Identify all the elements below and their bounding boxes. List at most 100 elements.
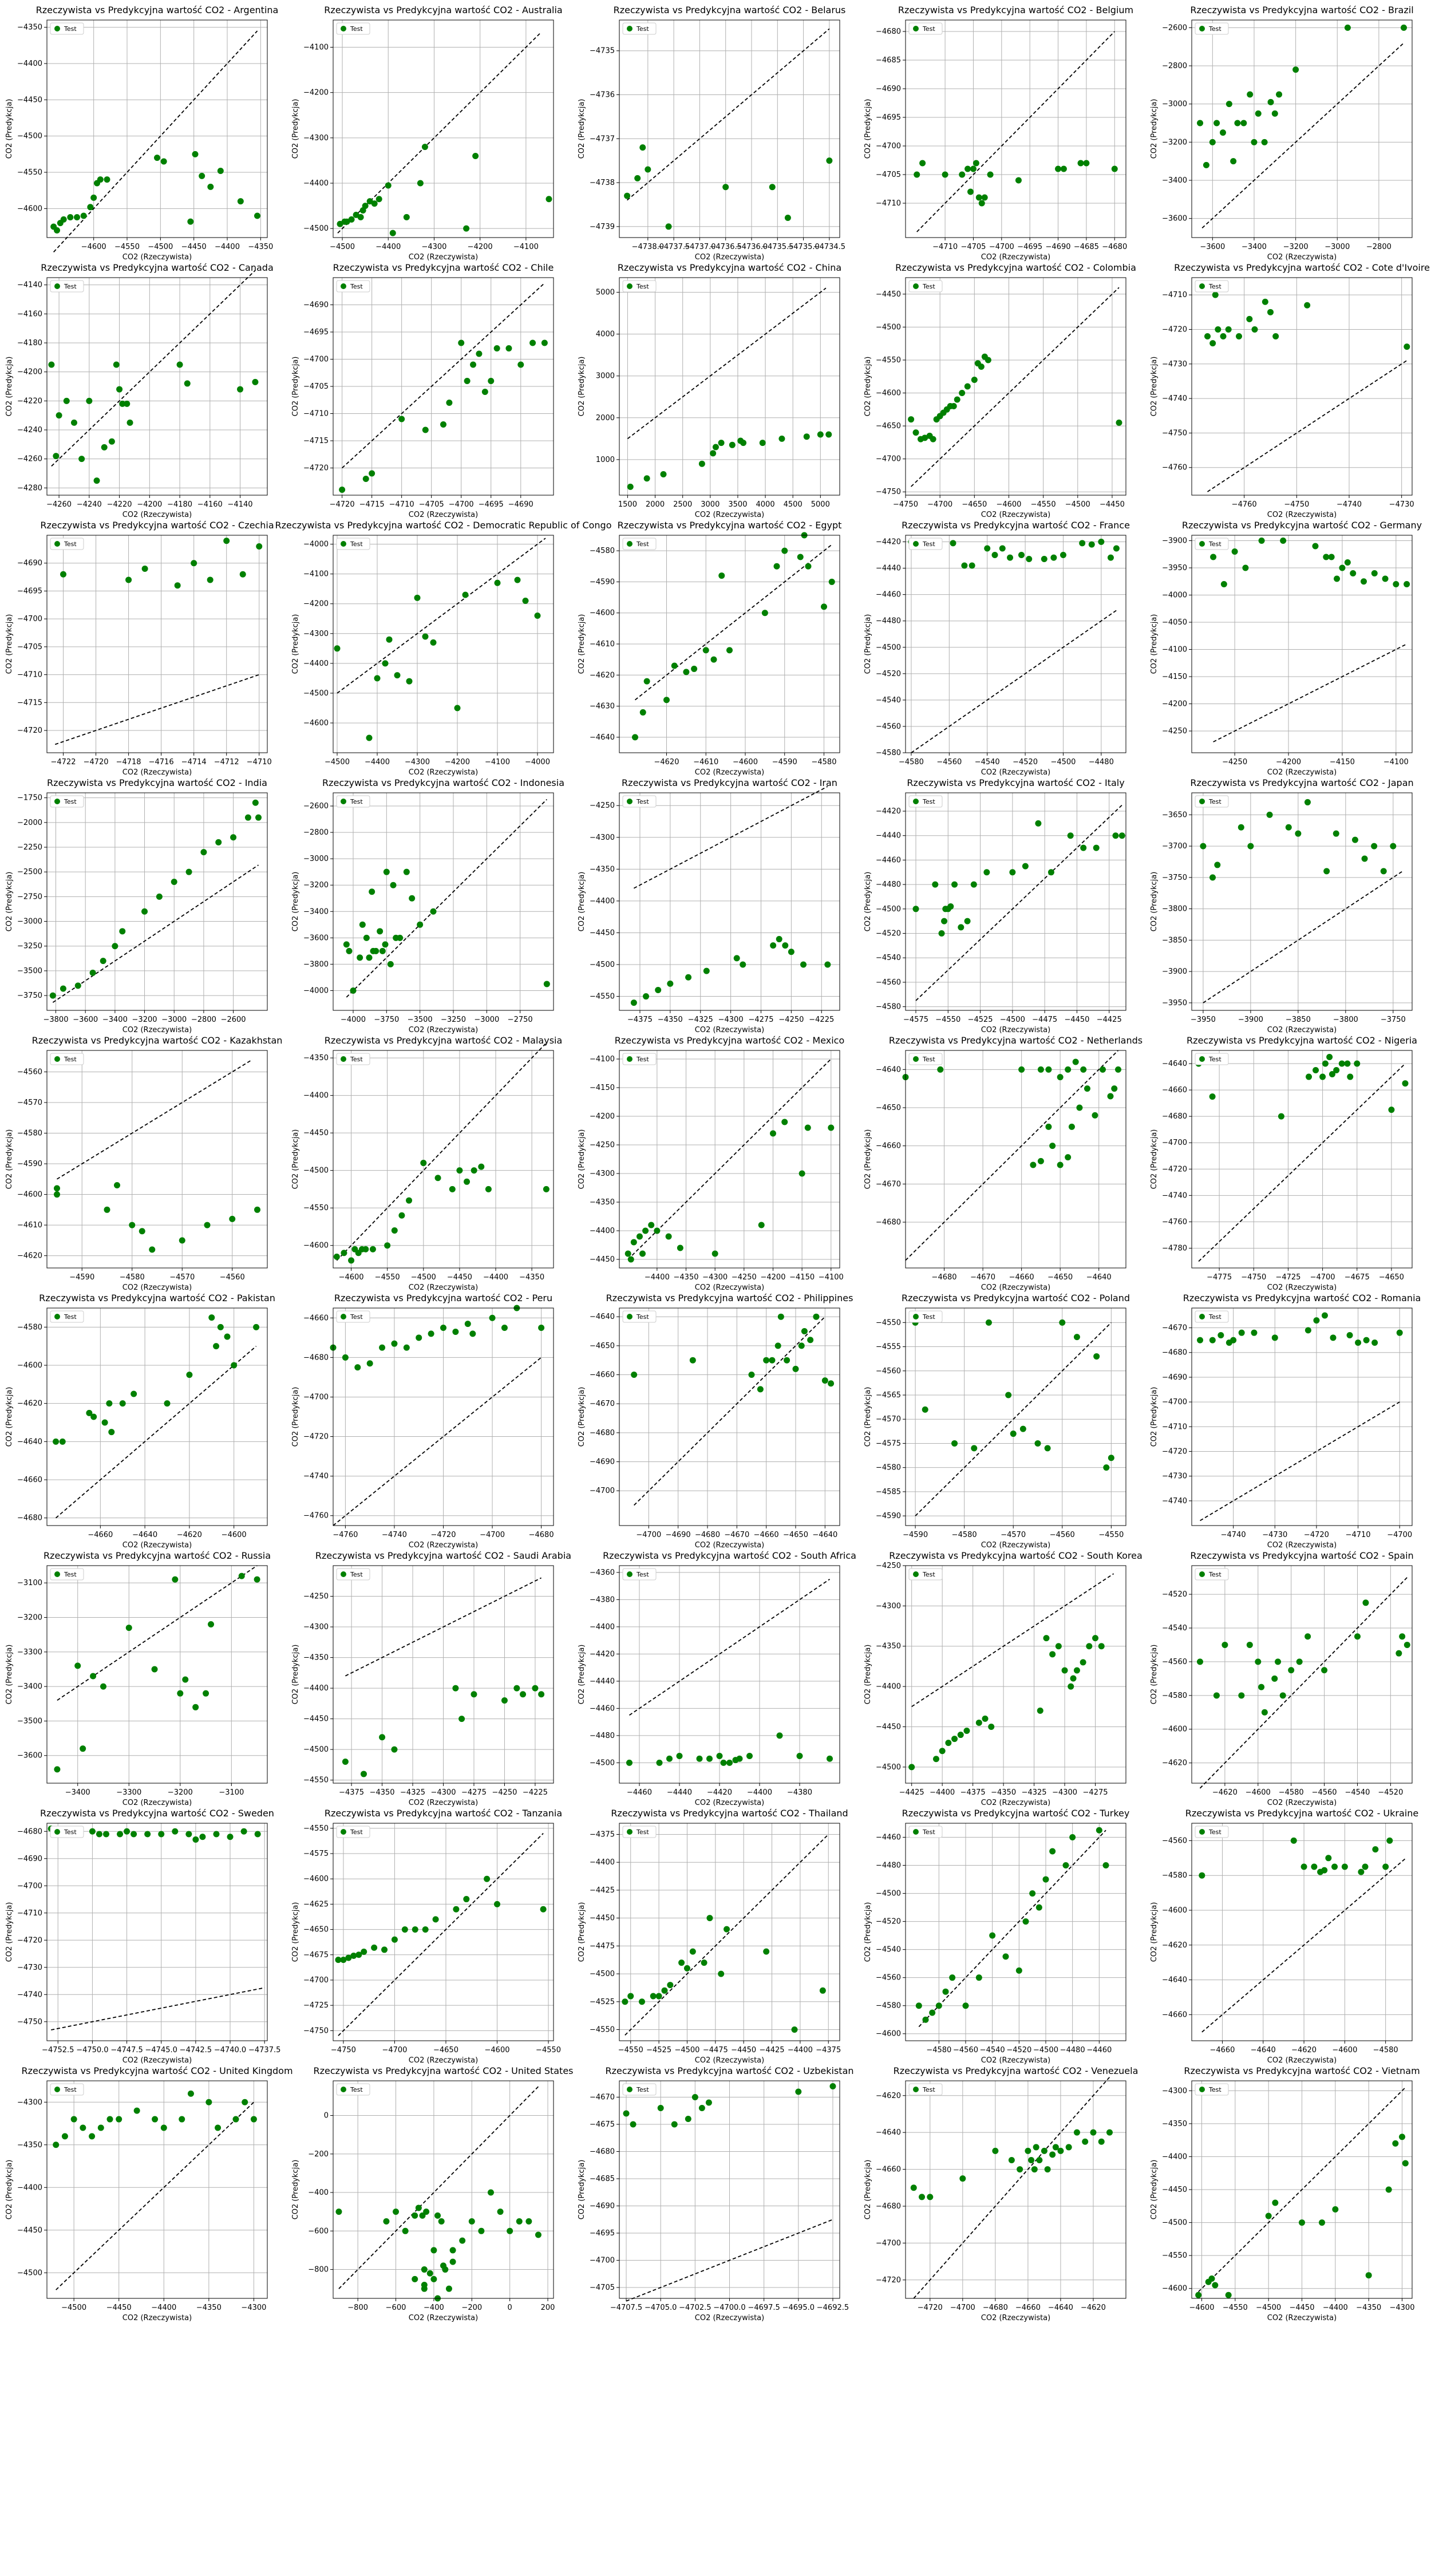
y-axis-label: CO2 (Predykcja)	[291, 872, 300, 932]
data-point	[929, 2009, 936, 2016]
legend-marker	[627, 26, 633, 31]
plot-frame	[1191, 1307, 1413, 1526]
y-tick-label: −4350	[17, 23, 42, 32]
data-point	[748, 1372, 755, 1378]
y-tick-label: −3500	[17, 967, 42, 975]
y-tick-label: −4720	[1162, 1447, 1187, 1456]
scatter-chart-svg: Rzeczywista vs Predykcyjna wartość CO2 -…	[578, 1035, 844, 1292]
x-tick-label: −4350	[370, 1788, 395, 1797]
scatter-chart-svg: Rzeczywista vs Predykcyjna wartość CO2 -…	[5, 1293, 275, 1550]
data-point	[757, 1386, 764, 1393]
y-tick-label: −4710	[17, 1909, 42, 1918]
data-point	[1333, 1067, 1340, 1074]
data-point	[494, 1901, 501, 1907]
data-point	[1396, 1329, 1403, 1336]
y-tick-label: −3750	[1162, 874, 1187, 882]
data-point	[801, 1328, 808, 1335]
data-point	[1108, 1455, 1114, 1461]
x-tick-label: −4375	[339, 1788, 364, 1797]
x-tick-label: −4450	[181, 243, 207, 251]
data-point	[627, 483, 634, 490]
data-point	[420, 1160, 427, 1167]
data-point	[1271, 1334, 1278, 1341]
legend-box	[50, 280, 84, 293]
data-point	[1209, 139, 1216, 145]
y-axis-label: CO2 (Predykcja)	[5, 1387, 14, 1447]
ideal-diagonal-line	[337, 538, 546, 694]
data-point	[1086, 1643, 1093, 1650]
x-tick-label: −4650	[1047, 1273, 1073, 1282]
ideal-diagonal-line	[1213, 643, 1408, 742]
x-tick-label: −4300	[241, 2304, 266, 2312]
x-tick-label: −4650	[1379, 1273, 1404, 1282]
legend-marker	[54, 799, 60, 804]
data-point	[1234, 120, 1241, 127]
data-point	[792, 1365, 799, 1372]
data-point	[341, 1250, 347, 1257]
legend-box	[1195, 538, 1229, 550]
y-tick-label: −4700	[590, 1487, 615, 1495]
data-point	[1052, 2144, 1059, 2151]
data-point	[423, 2208, 430, 2215]
data-point	[342, 1354, 349, 1361]
x-tick-label: −4640	[812, 1531, 837, 1539]
scatter-chart-svg: Rzeczywista vs Predykcyjna wartość CO2 -…	[5, 2065, 293, 2322]
y-tick-label: −4715	[17, 698, 42, 707]
data-point	[440, 1325, 446, 1332]
data-point	[698, 460, 705, 467]
x-tick-label: −4700.0	[713, 2304, 745, 2312]
y-tick-label: −4700	[590, 2257, 615, 2265]
data-point	[758, 1222, 765, 1228]
y-tick-label: −4450	[876, 1722, 901, 1731]
data-point	[369, 470, 375, 477]
data-point	[335, 2208, 342, 2215]
data-point	[144, 1831, 151, 1838]
data-point	[957, 1732, 964, 1739]
legend-label: Test	[922, 1828, 935, 1836]
legend-box	[336, 22, 370, 35]
data-point	[1265, 2212, 1272, 2219]
legend-marker	[627, 2087, 633, 2092]
chart-title: Rzeczywista vs Predykcyjna wartość CO2 -…	[334, 1293, 552, 1303]
y-tick-label: −4680	[17, 1827, 42, 1836]
y-tick-label: −4680	[876, 2202, 901, 2211]
data-point	[930, 436, 936, 442]
y-tick-label: −3500	[17, 1717, 42, 1725]
x-tick-label: −4702.5	[679, 2304, 711, 2312]
ideal-diagonal-line	[57, 1059, 253, 1180]
legend-box	[908, 22, 943, 35]
data-point	[543, 981, 550, 987]
chart-panel: Rzeczywista vs Predykcyjna wartość CO2 -…	[1145, 1546, 1431, 1826]
data-point	[54, 1185, 60, 1192]
x-tick-label: −4425	[1097, 1016, 1122, 1024]
plot-frame	[46, 1823, 268, 2041]
y-tick-label: −600	[308, 2227, 329, 2235]
data-point	[1262, 298, 1268, 305]
data-point	[1219, 129, 1226, 136]
y-tick-label: −200	[308, 2150, 329, 2159]
data-point	[791, 2026, 798, 2033]
y-tick-label: −4660	[1162, 2010, 1187, 2019]
data-point	[61, 2133, 68, 2140]
x-tick-label: −4660	[754, 1531, 779, 1539]
ideal-diagonal-line	[1201, 1858, 1406, 2033]
y-tick-label: −4660	[590, 1371, 615, 1380]
y-tick-label: −4400	[17, 60, 42, 68]
legend-label: Test	[350, 283, 363, 290]
legend-marker	[54, 541, 60, 547]
data-point	[449, 2258, 456, 2265]
legend-label: Test	[1208, 1056, 1222, 1063]
data-point	[1266, 811, 1273, 818]
data-point	[416, 1334, 422, 1341]
x-tick-label: −4736.0	[736, 243, 768, 251]
data-point	[1068, 1683, 1074, 1690]
data-point	[1111, 1085, 1118, 1092]
data-point	[1313, 1067, 1319, 1074]
data-point	[1022, 1918, 1029, 1925]
data-point	[967, 188, 974, 195]
legend-label: Test	[350, 1056, 363, 1063]
ideal-diagonal-line	[911, 287, 1120, 487]
data-point	[777, 1313, 784, 1320]
y-tick-label: −4520	[876, 670, 901, 678]
plot-frame	[46, 2080, 268, 2299]
